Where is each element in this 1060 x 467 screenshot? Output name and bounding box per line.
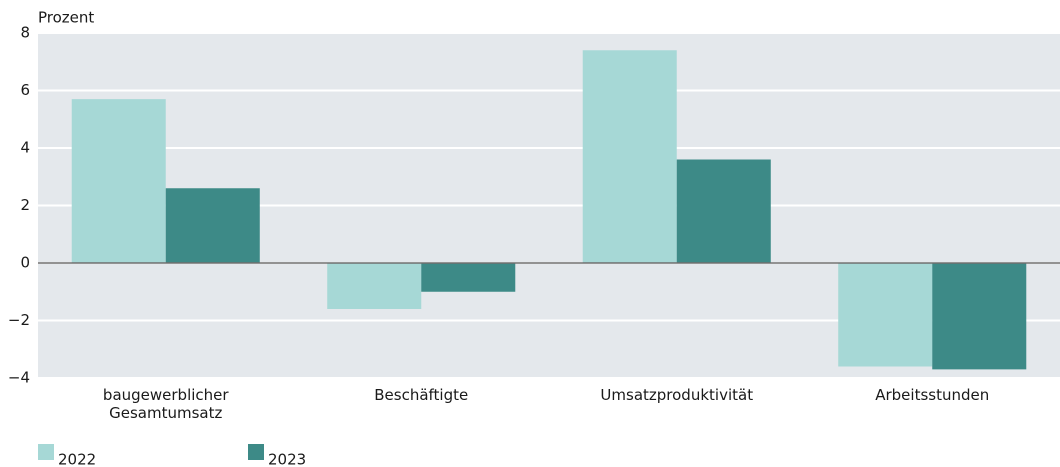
bar	[421, 263, 516, 292]
bar	[932, 263, 1027, 370]
y-tick-label: 4	[20, 139, 30, 157]
y-tick-label: 6	[20, 81, 30, 99]
legend-swatch	[38, 444, 54, 460]
x-tick-label: Umsatzproduktivität	[600, 386, 754, 404]
x-tick-label: Arbeitsstunden	[875, 386, 990, 404]
y-tick-label: 0	[20, 254, 30, 272]
bar	[838, 263, 933, 367]
bar	[165, 188, 260, 263]
bar	[71, 99, 166, 263]
legend-label: 2022	[58, 451, 96, 467]
bar	[676, 159, 771, 263]
x-tick-label: Beschäftigte	[374, 386, 469, 404]
legend-label: 2023	[268, 451, 306, 467]
y-axis-title: Prozent	[38, 9, 94, 27]
y-tick-label: −2	[8, 311, 30, 329]
bar	[582, 50, 677, 263]
y-tick-label: 2	[20, 196, 30, 214]
y-tick-label: 8	[20, 24, 30, 42]
y-tick-label: −4	[8, 369, 30, 387]
bar	[327, 263, 422, 309]
x-tick-label: baugewerblicher Gesamtumsatz	[102, 386, 229, 422]
legend-swatch	[248, 444, 264, 460]
